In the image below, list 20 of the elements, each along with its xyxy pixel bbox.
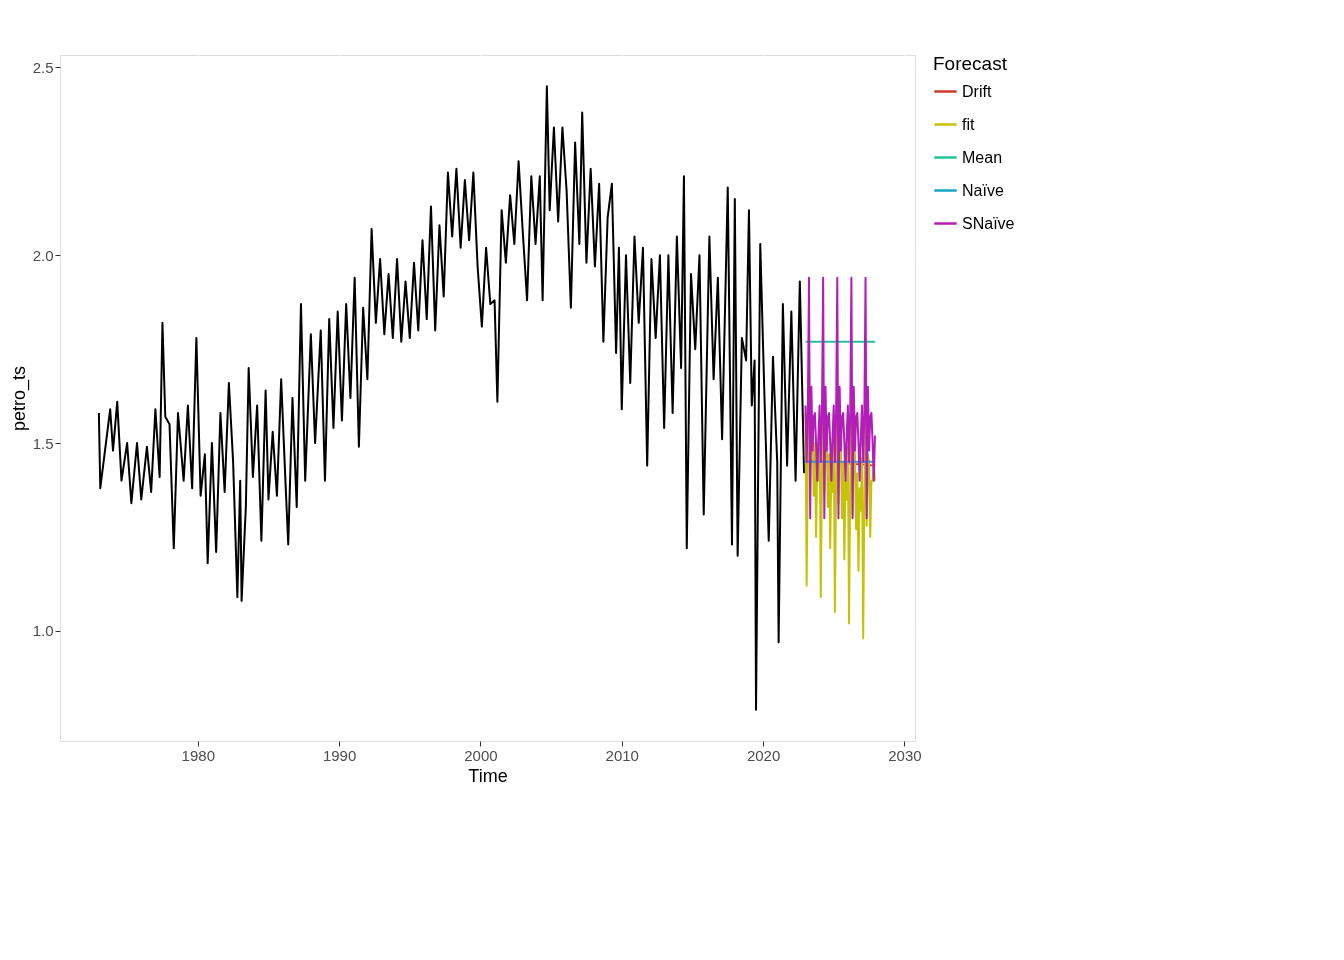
legend-label: Drift — [962, 82, 992, 100]
y-tick-label: 1.5 — [32, 434, 54, 452]
x-axis-title: Time — [468, 765, 508, 786]
legend-label: Mean — [962, 148, 1003, 166]
x-tick-label: 2030 — [888, 746, 922, 764]
y-tick-label: 2.0 — [32, 246, 54, 264]
x-tick-label: 1990 — [322, 746, 357, 764]
legend-title: Forecast — [933, 53, 1008, 74]
legend-label: SNaïve — [962, 214, 1015, 232]
x-tick-label: 1980 — [181, 746, 215, 764]
x-tick-label: 2010 — [605, 746, 639, 764]
y-axis-title: petro_ts — [8, 365, 30, 432]
y-tick-label: 2.5 — [32, 58, 54, 76]
y-tick-label: 1.0 — [32, 622, 54, 640]
legend-label: Naïve — [962, 181, 1004, 199]
x-tick-label: 2020 — [746, 746, 781, 764]
x-tick-label: 2000 — [464, 746, 498, 764]
legend-label: fit — [962, 115, 975, 133]
line-series — [97, 85, 806, 711]
line-series — [804, 276, 876, 520]
